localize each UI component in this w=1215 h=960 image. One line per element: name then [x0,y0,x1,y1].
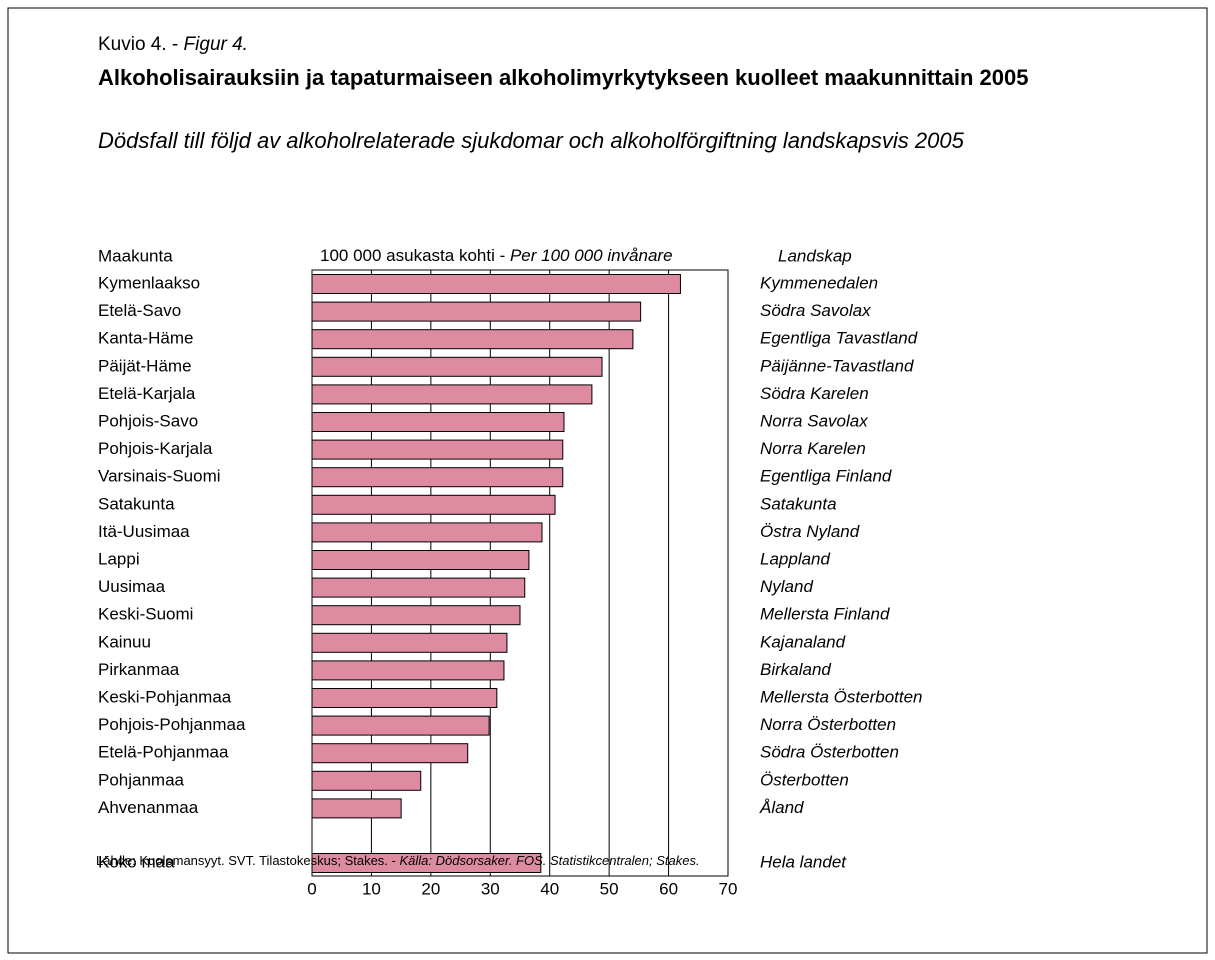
category-label: Pirkanmaa [98,660,180,679]
category-label: Pohjois-Pohjanmaa [98,715,246,734]
category-label: Itä-Uusimaa [98,522,190,541]
bar [311,301,642,322]
x-tick-label: 20 [421,879,440,898]
category-label: Satakunta [98,494,175,513]
category-label-sv: Norra Österbotten [760,715,896,734]
bar [311,743,469,764]
category-label-sv: Birkaland [760,660,831,679]
bar [311,494,556,515]
chart-title: Alkoholisairauksiin ja tapaturmaiseen al… [98,65,1029,90]
category-label: Päijät-Häme [98,356,192,375]
category-label-sv: Satakunta [760,494,837,513]
bar [311,632,508,653]
bar [311,439,564,460]
total-label-sv: Hela landet [760,852,847,871]
category-label: Kanta-Häme [98,329,193,348]
source: Lähde: Kuolemansyyt. SVT. Tilastokeskus;… [96,853,1096,868]
category-label-sv: Mellersta Finland [760,605,890,624]
bar [311,356,603,377]
category-label: Keski-Suomi [98,605,193,624]
source-sv: Källa: Dödsorsaker. FOS. Statistikcentra… [399,853,700,868]
x-tick-label: 30 [481,879,500,898]
figure-label-sv: Figur 4. [183,34,248,55]
bar [311,384,593,405]
total-label: Koko maa [98,852,175,871]
right-header: Landskap [778,246,852,265]
category-label-sv: Södra Karelen [760,384,869,403]
figure-label: Kuvio 4. - Figur 4. [98,34,1048,56]
bar [311,770,422,791]
unit-label: 100 000 asukasta kohti - [320,246,510,265]
left-header: Maakunta [98,246,173,265]
plot-frame [311,269,729,877]
source-fi: Lähde: Kuolemansyyt. SVT. Tilastokeskus;… [96,853,400,868]
category-label: Pohjois-Karjala [98,439,213,458]
category-label-sv: Mellersta Österbotten [760,687,923,706]
chart-subtitle: Dödsfall till följd av alkoholrelaterade… [98,128,964,153]
bar [311,467,564,488]
category-label-sv: Kymmenedalen [760,273,878,292]
category-label-sv: Egentliga Finland [760,467,892,486]
bar [311,660,505,681]
bar [311,329,634,350]
bar [311,688,498,708]
category-label-sv: Östra Nyland [760,522,860,541]
category-label-sv: Södra Savolax [760,301,871,320]
x-tick-label: 70 [719,879,738,898]
x-tick-label: 10 [362,879,381,898]
bar [311,412,565,432]
category-label: Etelä-Savo [98,301,181,320]
bar [311,550,530,570]
figure-label-fi: Kuvio 4. - [98,34,184,55]
category-label: Etelä-Pohjanmaa [98,743,229,762]
category-label: Kymenlaakso [98,273,200,292]
category-label-sv: Egentliga Tavastland [760,329,918,348]
category-label: Pohjois-Savo [98,411,198,430]
category-label-sv: Norra Savolax [760,411,868,430]
x-tick-label: 60 [659,879,678,898]
category-label-sv: Södra Österbotten [760,743,899,762]
bar [311,798,402,819]
category-label: Kainuu [98,632,151,651]
bar [311,522,543,543]
category-label: Ahvenanmaa [98,798,199,817]
category-label-sv: Lappland [760,549,831,568]
category-label: Uusimaa [98,577,166,596]
bar [311,605,521,626]
category-label-sv: Päijänne-Tavastland [760,356,914,375]
category-label: Etelä-Karjala [98,384,196,403]
category-label-sv: Kajanaland [760,632,846,651]
category-label: Pohjanmaa [98,770,185,789]
category-label-sv: Norra Karelen [760,439,866,458]
x-tick-label: 40 [540,879,559,898]
x-tick-label: 50 [600,879,619,898]
bar [311,274,681,294]
bar [311,577,526,598]
x-tick-label: 0 [307,879,316,898]
category-label-sv: Nyland [760,577,813,596]
category-label-sv: Österbotten [760,770,849,789]
category-label: Lappi [98,549,140,568]
category-label-sv: Åland [759,798,804,817]
category-label: Keski-Pohjanmaa [98,687,232,706]
category-label: Varsinais-Suomi [98,467,221,486]
unit-header: 100 000 asukasta kohti - Per 100 000 inv… [320,246,673,265]
frame [7,7,1208,954]
unit-label-sv: Per 100 000 invånare [510,246,673,265]
bar [311,853,542,873]
bar [311,715,490,736]
